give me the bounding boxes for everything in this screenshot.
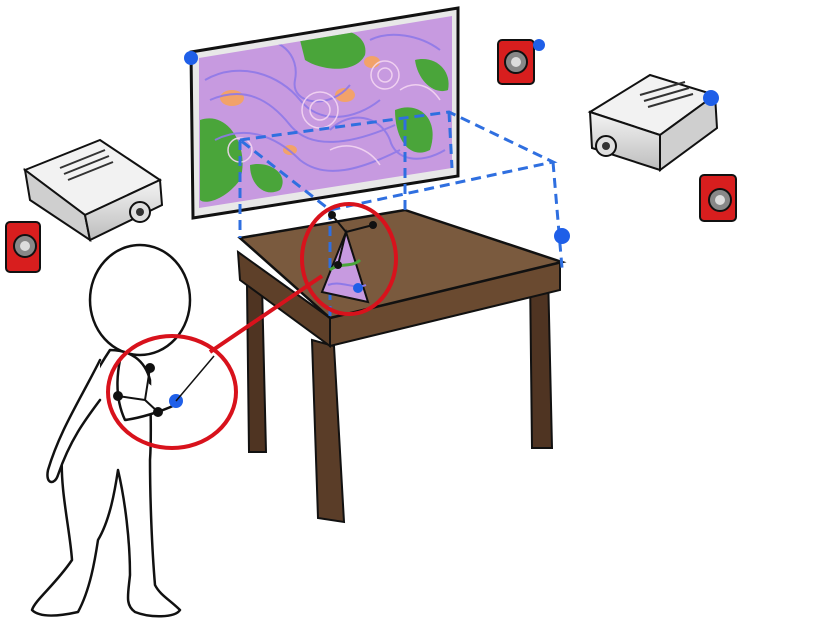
table-leg-back-left	[245, 284, 268, 453]
hand-highlight-circle	[106, 334, 238, 450]
projector-marker	[703, 90, 719, 106]
highlight-connector	[208, 274, 324, 354]
flow-field-visualization	[199, 16, 452, 208]
tracking-camera-top	[497, 39, 545, 85]
camera-icon	[5, 221, 41, 273]
screen-corner-marker	[184, 51, 198, 65]
cone-highlight-circle	[300, 202, 398, 316]
person-icon	[30, 243, 192, 618]
projector-icon	[587, 73, 719, 172]
table	[236, 208, 567, 524]
tracking-volume-frame	[238, 110, 564, 320]
display-screen	[184, 6, 460, 220]
tracking-corner-marker	[554, 228, 570, 244]
hand-tracker-icon	[113, 363, 163, 417]
tracked-cone	[320, 211, 377, 304]
hand-highlight	[106, 274, 324, 450]
projector-left	[22, 138, 164, 243]
person	[30, 243, 192, 618]
projector-right	[587, 73, 719, 172]
camera-marker	[533, 39, 545, 51]
tracking-camera-right	[699, 174, 737, 222]
tracking-camera-left	[5, 221, 41, 273]
camera-icon	[699, 174, 737, 222]
projector-icon	[22, 138, 164, 243]
table-leg-front-left	[310, 338, 346, 524]
camera-icon	[497, 39, 535, 85]
cone-marker	[353, 283, 363, 293]
table-leg-back-right	[528, 271, 554, 449]
